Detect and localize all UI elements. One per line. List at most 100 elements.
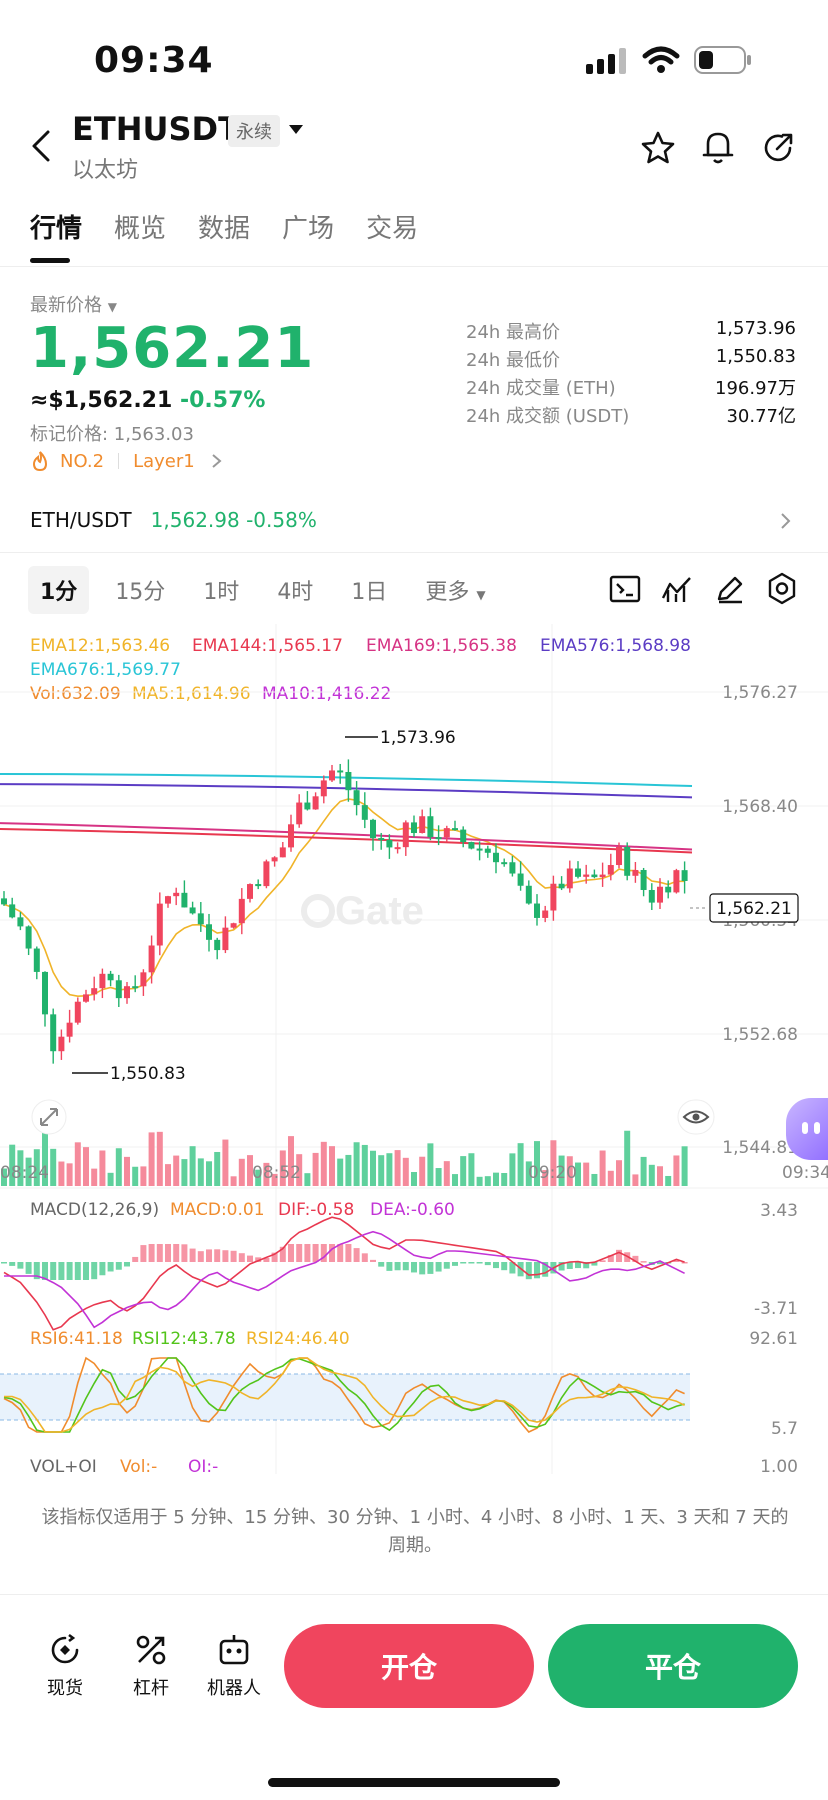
candle-body <box>9 904 16 918</box>
candle-body <box>50 1014 57 1052</box>
legend-ema676: EMA676:1,569.77 <box>30 660 181 680</box>
macd-histogram-bar <box>476 1262 483 1264</box>
candle-body <box>33 948 40 972</box>
voloi-max: 1.00 <box>760 1457 798 1477</box>
legend-vol: Vol:632.09 <box>30 684 121 704</box>
nav-robot[interactable]: 机器人 <box>202 1632 266 1700</box>
tf-1h[interactable]: 1时 <box>203 580 240 605</box>
legend-ema12: EMA12:1,563.46 <box>30 636 171 656</box>
indicator-icon[interactable] <box>660 574 694 604</box>
signal-icon <box>586 48 626 74</box>
macd-dif-line <box>3 1216 685 1331</box>
tab-overview[interactable]: 概览 <box>114 214 167 244</box>
stat-low: 24h 最低价 1,550.83 <box>466 346 796 371</box>
candle-body <box>501 862 508 865</box>
bell-icon[interactable] <box>700 128 736 166</box>
macd-title: MACD(12,26,9) <box>30 1200 160 1220</box>
last-price-label[interactable]: 最新价格 ▼ <box>30 295 117 316</box>
macd-histogram-bar <box>501 1262 508 1271</box>
share-icon[interactable] <box>760 130 796 166</box>
fullscreen-chart-icon[interactable] <box>608 574 642 604</box>
macd-histogram-bar <box>148 1244 155 1262</box>
volume-bar <box>25 1157 32 1186</box>
candle-body <box>189 907 196 914</box>
macd-histogram-bar <box>452 1262 458 1266</box>
nav-leverage[interactable]: 杠杆 <box>126 1632 176 1700</box>
candle-body <box>74 1001 81 1023</box>
candle-body <box>296 802 303 825</box>
eye-icon[interactable] <box>677 1099 715 1135</box>
volume-bar <box>525 1161 532 1186</box>
macd-histogram-bar <box>33 1262 40 1280</box>
macd-histogram-bar <box>525 1262 532 1280</box>
close-position-button[interactable]: 平仓 <box>548 1624 798 1708</box>
home-indicator <box>268 1778 560 1787</box>
candle-body <box>542 910 549 918</box>
sector-tag[interactable]: Layer1 <box>133 450 195 472</box>
volume-bar <box>566 1156 573 1186</box>
tab-data[interactable]: 数据 <box>198 214 251 244</box>
macd-histogram-bar <box>427 1262 434 1274</box>
candle-body <box>419 816 426 834</box>
candle-body <box>411 822 417 834</box>
voloi-title: VOL+OI <box>30 1457 97 1477</box>
candle-body <box>435 837 442 840</box>
caret-down-icon[interactable] <box>288 124 304 136</box>
tf-1d[interactable]: 1日 <box>351 580 388 605</box>
volume-bar <box>50 1148 57 1186</box>
nav-spot[interactable]: 现货 <box>40 1632 90 1700</box>
volume-bar <box>91 1168 98 1186</box>
current-price-tag: 1,562.21 <box>716 899 792 919</box>
chevron-right-icon[interactable] <box>211 453 223 469</box>
macd-histogram-bar <box>443 1262 450 1269</box>
spot-pair-name: ETH/USDT <box>30 508 132 532</box>
open-position-button[interactable]: 开仓 <box>284 1624 534 1708</box>
candle-body <box>124 986 130 999</box>
chevron-right-icon[interactable] <box>780 512 792 530</box>
star-icon[interactable] <box>640 130 676 166</box>
volume-bar <box>165 1164 171 1186</box>
volume-bar <box>468 1153 475 1186</box>
candle-body <box>386 839 393 848</box>
volume-bar <box>607 1170 614 1186</box>
tf-more[interactable]: 更多 ▼ <box>425 580 486 605</box>
legend-ema144: EMA144:1,565.17 <box>192 636 343 656</box>
draw-pencil-icon[interactable] <box>714 574 746 604</box>
volume-bar <box>263 1162 270 1186</box>
macd-histogram-bar <box>402 1262 409 1271</box>
candle-body <box>345 771 352 791</box>
assistant-bubble[interactable] <box>786 1098 828 1160</box>
rank-tag[interactable]: NO.2 <box>60 450 105 472</box>
tf-4h[interactable]: 4时 <box>277 580 314 605</box>
volume-bar <box>550 1140 557 1186</box>
main-tabs: 行情 概览 数据 广场 交易 <box>30 208 418 245</box>
volume-bar <box>640 1156 647 1186</box>
robot-icon <box>219 1635 249 1665</box>
settings-icon[interactable] <box>766 572 798 606</box>
tab-market[interactable]: 行情 <box>30 214 83 244</box>
expand-icon[interactable] <box>31 1099 67 1135</box>
tab-square[interactable]: 广场 <box>282 214 335 244</box>
candle-body <box>427 816 434 838</box>
tab-trade[interactable]: 交易 <box>366 214 419 244</box>
candle-body <box>665 886 672 893</box>
tf-1m[interactable]: 1分 <box>28 566 90 614</box>
macd-histogram-bar <box>107 1262 114 1272</box>
spot-pair-row[interactable]: ETH/USDT 1,562.98 -0.58% <box>30 508 317 532</box>
symbol-title[interactable]: ETHUSDT <box>72 110 240 148</box>
volume-bar <box>517 1143 524 1186</box>
wifi-icon <box>642 46 680 73</box>
volume-bar <box>394 1150 401 1186</box>
macd-histogram-bar <box>156 1244 163 1262</box>
tf-15m[interactable]: 15分 <box>115 580 166 605</box>
usd-price-line: ≈$1,562.21 -0.57% <box>30 388 265 413</box>
rsi12-line <box>3 1357 685 1433</box>
candle-body <box>329 770 335 781</box>
candle-body <box>607 865 614 875</box>
macd-histogram-bar <box>468 1262 475 1264</box>
macd-histogram-bar <box>657 1262 663 1265</box>
volume-bar <box>673 1155 680 1186</box>
back-icon[interactable] <box>28 128 56 164</box>
kline-chart[interactable]: Gate 1,573.96 1,550.83 1,576.27 1,568.40… <box>0 624 828 1480</box>
macd-max: 3.43 <box>760 1201 798 1221</box>
